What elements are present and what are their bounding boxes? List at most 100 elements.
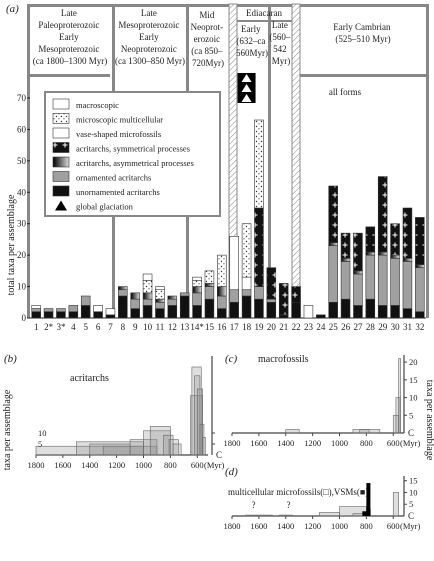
legend-label: vase-shaped microfossils bbox=[76, 129, 161, 139]
xtick-label: 1800 bbox=[28, 460, 45, 470]
panel-a-bar-segment bbox=[390, 223, 400, 256]
question-mark: ? bbox=[286, 500, 290, 510]
xtick-label: 1600 bbox=[250, 438, 267, 448]
panel-a-letter: (a) bbox=[6, 3, 19, 15]
panel-a-xtick-label: 30 bbox=[391, 322, 401, 332]
c-label: C bbox=[216, 450, 222, 460]
panel-a-xtick-label: 5 bbox=[83, 322, 88, 332]
question-mark: ? bbox=[252, 500, 256, 510]
panel-a-xtick-label: 14* bbox=[190, 322, 204, 332]
panel-a-bar-segment bbox=[340, 298, 351, 319]
panel-a-bar-segment bbox=[80, 295, 91, 306]
xtick-label: 800 bbox=[360, 438, 373, 448]
interval-bar bbox=[395, 397, 401, 434]
panel-a-bar-segment bbox=[278, 314, 289, 319]
panel-a-xtick-label: 17 bbox=[230, 322, 240, 332]
panel-b-ylabel: taxa per assemblage bbox=[2, 389, 13, 470]
panel-a-bar-segment bbox=[266, 298, 277, 303]
xtick-label: 1400 bbox=[81, 460, 98, 470]
xtick-label: 600 bbox=[387, 521, 400, 531]
legend-swatch-triangle bbox=[55, 200, 67, 211]
xtick-label: 1200 bbox=[304, 438, 321, 448]
panel-a-bar-segment bbox=[179, 292, 190, 297]
panel-a-xtick-label: 1 bbox=[34, 322, 39, 332]
legend-swatch bbox=[52, 156, 70, 168]
panel-a-bar-segment bbox=[229, 301, 239, 319]
panel-a-ytick-label: 40 bbox=[17, 187, 27, 197]
panel-d-letter: (d) bbox=[225, 466, 238, 478]
panel-a-xtick-label: 23 bbox=[304, 322, 314, 332]
panel-a-bar-segment bbox=[328, 245, 338, 303]
panel-a-xtick-label: 7 bbox=[108, 322, 113, 332]
ytick-label: 15 bbox=[409, 476, 418, 486]
period-early-ediacaran: Early (632–ca 560Myr) bbox=[236, 24, 268, 58]
panel-a-xtick-label: 29 bbox=[378, 322, 388, 332]
panel-a-bar-segment bbox=[241, 295, 252, 319]
panel-d-title: multicellular microfossils(□),VSMs(■) bbox=[228, 487, 368, 497]
panel-a-bar-segment bbox=[68, 305, 79, 313]
interval-bar bbox=[359, 429, 370, 434]
panel-a-xtick-label: 13 bbox=[180, 322, 190, 332]
panel-a-bar-segment bbox=[31, 311, 41, 319]
interval-bar bbox=[143, 430, 171, 456]
right-ylabel: taxa per assemblage bbox=[424, 380, 434, 461]
panel-a-bar-segment bbox=[402, 261, 413, 309]
period-mid-neoproterozoic: Mid Neoprot- erozoic (ca 850– 720Myr) bbox=[191, 10, 226, 68]
panel-a-bar-segment bbox=[204, 286, 215, 300]
panel-a-bars bbox=[31, 119, 425, 319]
interval-bar bbox=[202, 437, 206, 456]
panel-a-xtick-label: 4 bbox=[71, 322, 76, 332]
panel-a-xtick-label: 19 bbox=[254, 322, 264, 332]
panel-a-ytick-label: 70 bbox=[17, 93, 27, 103]
panel-a-xtick-label: 10 bbox=[143, 322, 153, 332]
c-label: C bbox=[408, 511, 414, 521]
panel-a-ytick-label: 20 bbox=[17, 250, 27, 260]
panel-a-bar-segment bbox=[56, 311, 66, 319]
panel-a-bar-segment bbox=[43, 311, 54, 319]
panel-a-ytick-label: 0 bbox=[22, 313, 27, 323]
x-unit: (Myr) bbox=[400, 521, 420, 531]
panel-a-bar-segment bbox=[229, 289, 239, 303]
panel-a-bar-segment bbox=[130, 292, 140, 300]
interval-bar bbox=[172, 443, 182, 456]
ytick-label: 5 bbox=[409, 410, 413, 420]
legend-label: acritarchs, asymmetrical processes bbox=[76, 158, 194, 168]
panel-a-ytick-label: 50 bbox=[17, 156, 27, 166]
xtick-label: 800 bbox=[164, 460, 177, 470]
panel-a-bar-segment bbox=[217, 254, 227, 287]
panel-a-bar-segment bbox=[415, 311, 425, 319]
interval-bar bbox=[149, 426, 171, 456]
panel-a-xtick-label: 6 bbox=[96, 322, 101, 332]
legend-swatch bbox=[52, 98, 70, 110]
panel-a-bar-segment bbox=[204, 298, 215, 319]
panel-a-xtick-label: 27 bbox=[353, 322, 363, 332]
interval-bar bbox=[285, 429, 300, 434]
panel-a-bar-segment bbox=[217, 286, 227, 297]
ytick-label: 20 bbox=[409, 357, 418, 367]
panel-a-bar-segment bbox=[316, 314, 326, 319]
period-early-cambrian: Early Cambrian (525–510 Myr) bbox=[333, 22, 392, 44]
panel-a-ytick-label: 10 bbox=[17, 282, 27, 292]
legend-label: global glaciation bbox=[76, 202, 134, 212]
xtick-label: 800 bbox=[360, 521, 373, 531]
panel-a-bar-segment bbox=[31, 308, 41, 313]
xtick-label: 1000 bbox=[331, 438, 348, 448]
interval-bar bbox=[392, 492, 399, 517]
panel-a-xtick-label: 31 bbox=[403, 322, 412, 332]
panel-a-ylabel: total taxa per assemblage bbox=[6, 194, 17, 295]
panel-a-bar-segment bbox=[142, 292, 153, 300]
panel-c-plot: 1800 1600 1400 1200 1000 800 600 5 10 15 20 (Myr)C bbox=[224, 355, 420, 448]
interval-bar bbox=[398, 358, 401, 434]
panel-a-bar-segment bbox=[31, 305, 41, 309]
panel-a-bar-segment bbox=[377, 254, 388, 306]
panel-a-bar-segment bbox=[303, 305, 314, 319]
panel-a-bar-segment bbox=[155, 301, 165, 309]
panel-b-plot: 1800 1600 1400 1200 1000 800 600 510 (Myr)C bbox=[28, 356, 224, 470]
panel-a-bar-segment bbox=[402, 308, 413, 319]
panel-a-bar-segment bbox=[155, 298, 165, 303]
xtick-label: 1000 bbox=[135, 460, 152, 470]
legend-label: macroscopic bbox=[76, 100, 119, 110]
panel-a-bar-segment bbox=[340, 232, 351, 259]
panel-a-xtick-label: 26 bbox=[341, 322, 351, 332]
panel-a-bar-segment bbox=[167, 298, 178, 306]
